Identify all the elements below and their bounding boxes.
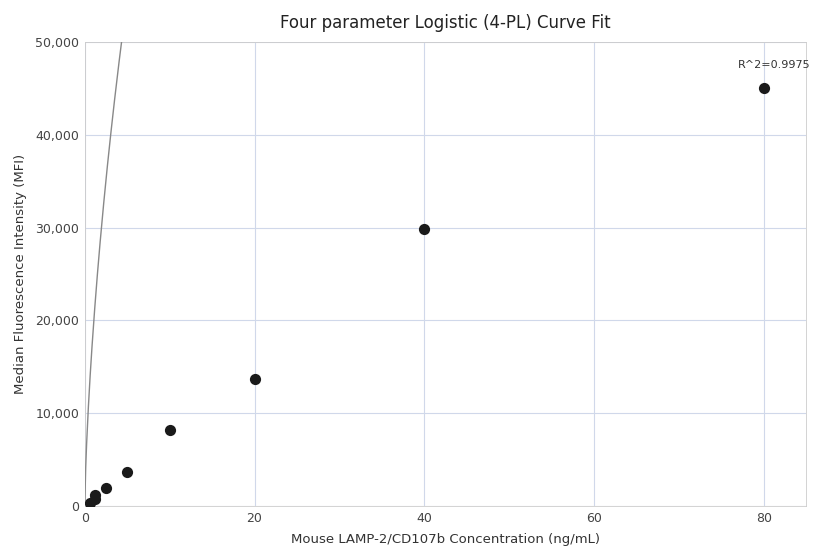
Point bbox=[83, 499, 97, 508]
Point bbox=[89, 494, 102, 503]
X-axis label: Mouse LAMP-2/CD107b Concentration (ng/mL): Mouse LAMP-2/CD107b Concentration (ng/mL… bbox=[291, 533, 600, 546]
Point bbox=[121, 468, 134, 477]
Title: Four parameter Logistic (4-PL) Curve Fit: Four parameter Logistic (4-PL) Curve Fit bbox=[280, 14, 611, 32]
Point bbox=[99, 483, 112, 492]
Point bbox=[163, 426, 176, 435]
Text: R^2=0.9975: R^2=0.9975 bbox=[738, 60, 811, 69]
Point bbox=[418, 225, 431, 234]
Point bbox=[757, 84, 770, 93]
Point bbox=[89, 491, 102, 500]
Y-axis label: Median Fluorescence Intensity (MFI): Median Fluorescence Intensity (MFI) bbox=[14, 154, 27, 394]
Point bbox=[248, 375, 261, 384]
